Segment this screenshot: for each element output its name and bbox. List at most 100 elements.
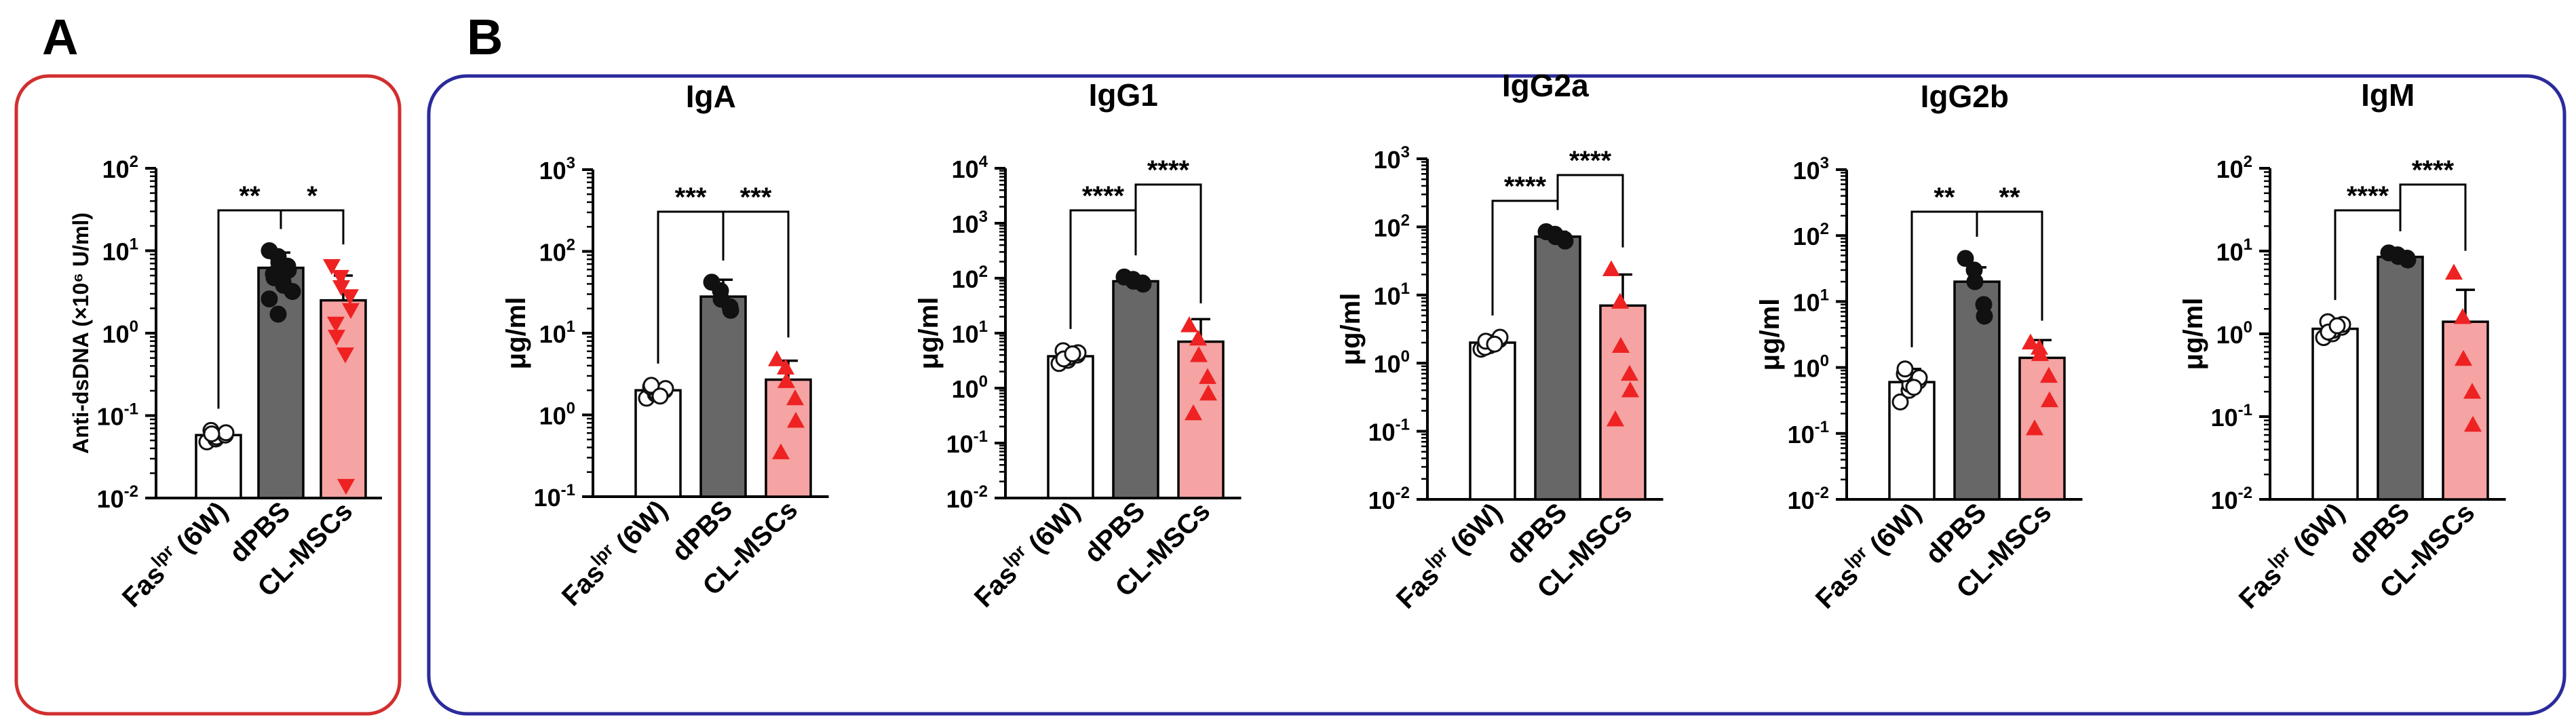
group3-data-point [1199, 384, 1217, 401]
y-axis-label: μg/ml [2178, 298, 2208, 370]
tick-base: 10 [946, 430, 974, 458]
group2-data-point [722, 301, 739, 319]
tick-base: 10 [952, 155, 979, 183]
group3-bar [1599, 304, 1647, 501]
group2-data-point [2399, 251, 2417, 269]
group3-data-point [1185, 404, 1202, 421]
tick-base: 10 [1374, 214, 1401, 242]
tick-exponent: -1 [2238, 401, 2252, 419]
tick-exponent: -2 [974, 482, 988, 501]
tick-exponent: -1 [1396, 416, 1410, 434]
group3-data-point [1612, 337, 1630, 353]
y-tick-label: 101 [102, 235, 138, 266]
tick-exponent: 2 [979, 263, 988, 281]
category-label-fas: Faslpr (6W) [1807, 495, 1927, 615]
tick-base: 10 [534, 484, 561, 512]
tick-exponent: 2 [1401, 211, 1410, 229]
y-tick-label: 102 [539, 236, 575, 267]
significance-bracket [2399, 183, 2467, 251]
group3-data-point [768, 350, 786, 366]
group3-data-point [341, 289, 359, 305]
significance-label: *** [675, 183, 707, 212]
y-tick-label: 10-2 [2211, 484, 2252, 514]
tick-exponent: -1 [1815, 418, 1829, 436]
group1-data-point [217, 424, 235, 442]
y-tick-label: 101 [539, 318, 575, 348]
significance-bracket [1134, 183, 1202, 304]
group3-data-point [328, 330, 345, 346]
y-tick-label: 102 [1793, 220, 1829, 250]
group1-data-point [1896, 360, 1914, 378]
group1-data-point [1064, 345, 1081, 363]
group1-data-point [1891, 393, 1909, 410]
group3-data-point [1602, 260, 1620, 277]
tick-exponent: 0 [566, 400, 575, 418]
tick-exponent: 3 [1401, 143, 1410, 161]
group2-data-point [1966, 273, 1984, 290]
tick-base: 10 [1374, 146, 1401, 174]
y-tick-label: 104 [952, 153, 988, 183]
tick-base: 10 [102, 155, 130, 183]
tick-base: 10 [1374, 282, 1401, 310]
y-axis-label: μg/ml [1336, 293, 1366, 366]
tick-base: 10 [952, 210, 979, 238]
category-label-fas: Faslpr (6W) [966, 494, 1085, 613]
y-tick-label: 10-1 [534, 481, 575, 512]
panel-a-frame [14, 74, 402, 716]
group2-data-point [270, 267, 288, 284]
fas-suffix: (6W) [2282, 497, 2350, 565]
group1-bar [1047, 355, 1094, 499]
tick-base: 10 [1368, 419, 1396, 446]
fas-suffix: (6W) [166, 496, 233, 564]
significance-label: ** [1999, 183, 2020, 212]
tick-exponent: 2 [2244, 153, 2252, 171]
group3-data-point [2040, 366, 2058, 383]
significance-label: **** [1569, 146, 1612, 176]
group3-bar [765, 378, 812, 498]
tick-base: 10 [2211, 404, 2238, 432]
group3-data-point [2041, 391, 2058, 408]
significance-bracket [722, 210, 790, 338]
tick-exponent: -2 [1815, 484, 1829, 502]
y-tick-label: 101 [1793, 286, 1829, 316]
chart-title: IgG2b [1921, 79, 2009, 114]
y-tick-label: 102 [2216, 153, 2252, 183]
significance-label: **** [1504, 172, 1547, 202]
tick-exponent: 1 [130, 235, 138, 254]
tick-base: 10 [2216, 238, 2244, 266]
group2-bar [1112, 280, 1159, 499]
y-tick-label: 10-1 [1368, 416, 1410, 446]
y-tick-label: 102 [1374, 211, 1410, 242]
group3-data-point [323, 259, 341, 275]
tick-exponent: 0 [1820, 352, 1829, 370]
significance-label: **** [1147, 155, 1190, 185]
group3-data-point [2026, 419, 2043, 436]
group3-data-point [2463, 383, 2481, 399]
group2-data-point [1957, 250, 1974, 267]
tick-base: 10 [539, 320, 566, 348]
chart-title: IgA [686, 79, 736, 114]
y-tick-label: 10-2 [1368, 484, 1410, 514]
tick-exponent: -1 [974, 427, 988, 446]
significance-label: * [307, 181, 318, 211]
tick-base: 10 [97, 485, 124, 513]
y-tick-label: 103 [539, 154, 575, 185]
group3-data-point [787, 412, 805, 428]
tick-exponent: 1 [566, 318, 575, 336]
significance-label: ** [239, 181, 261, 211]
tick-base: 10 [539, 157, 566, 185]
tick-base: 10 [2216, 321, 2244, 349]
tick-exponent: 1 [979, 318, 988, 336]
tick-exponent: 3 [566, 154, 575, 172]
panel-a-letter: A [42, 9, 78, 65]
y-tick-label: 101 [2216, 235, 2252, 266]
tick-exponent: 3 [979, 208, 988, 226]
group1-data-point [203, 425, 220, 442]
group3-data-point [1621, 364, 1638, 381]
y-tick-label: 101 [1374, 280, 1410, 310]
